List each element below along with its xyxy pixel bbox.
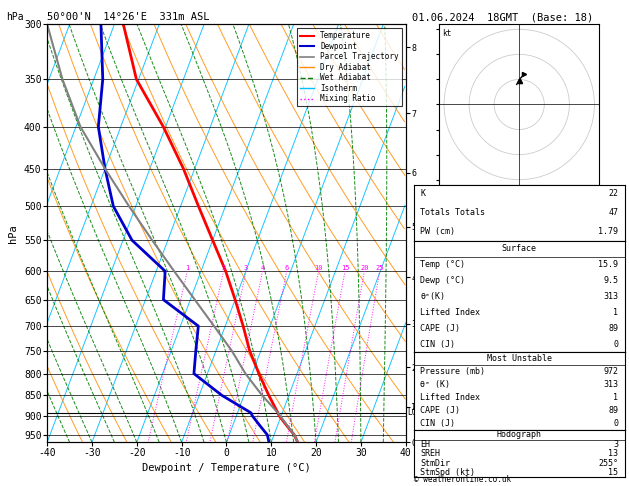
Text: 89: 89 bbox=[608, 324, 618, 333]
Text: 89: 89 bbox=[608, 406, 618, 415]
Text: 20: 20 bbox=[360, 265, 369, 271]
Text: θᵉ(K): θᵉ(K) bbox=[420, 292, 445, 301]
Text: 15: 15 bbox=[608, 468, 618, 477]
Text: kt: kt bbox=[442, 29, 452, 38]
Text: Pressure (mb): Pressure (mb) bbox=[420, 367, 485, 376]
Text: 50°00'N  14°26'E  331m ASL: 50°00'N 14°26'E 331m ASL bbox=[47, 12, 209, 22]
Text: 3: 3 bbox=[244, 265, 248, 271]
X-axis label: Dewpoint / Temperature (°C): Dewpoint / Temperature (°C) bbox=[142, 463, 311, 473]
Text: CIN (J): CIN (J) bbox=[420, 419, 455, 428]
Text: Dewp (°C): Dewp (°C) bbox=[420, 276, 465, 285]
Text: SREH: SREH bbox=[420, 449, 440, 458]
Legend: Temperature, Dewpoint, Parcel Trajectory, Dry Adiabat, Wet Adiabat, Isotherm, Mi: Temperature, Dewpoint, Parcel Trajectory… bbox=[298, 28, 402, 106]
Text: 1: 1 bbox=[613, 308, 618, 317]
Text: PW (cm): PW (cm) bbox=[420, 227, 455, 236]
Text: 2: 2 bbox=[221, 265, 226, 271]
Text: θᵉ (K): θᵉ (K) bbox=[420, 380, 450, 389]
Text: 4: 4 bbox=[260, 265, 265, 271]
Text: 255°: 255° bbox=[598, 459, 618, 468]
Text: Mixing Ratio (g/kg): Mixing Ratio (g/kg) bbox=[426, 210, 435, 298]
Text: 10: 10 bbox=[314, 265, 323, 271]
Text: 13: 13 bbox=[608, 449, 618, 458]
Text: Lifted Index: Lifted Index bbox=[420, 393, 480, 402]
Text: K: K bbox=[420, 190, 425, 198]
Text: 1: 1 bbox=[613, 393, 618, 402]
Text: 22: 22 bbox=[608, 190, 618, 198]
Text: 313: 313 bbox=[603, 380, 618, 389]
Text: LCL: LCL bbox=[407, 408, 421, 417]
Text: Temp (°C): Temp (°C) bbox=[420, 260, 465, 269]
Text: 25: 25 bbox=[376, 265, 384, 271]
Text: CAPE (J): CAPE (J) bbox=[420, 406, 460, 415]
Text: Surface: Surface bbox=[502, 244, 537, 253]
Text: 01.06.2024  18GMT  (Base: 18): 01.06.2024 18GMT (Base: 18) bbox=[412, 12, 593, 22]
Text: 6: 6 bbox=[284, 265, 289, 271]
Text: Totals Totals: Totals Totals bbox=[420, 208, 485, 217]
Text: 3: 3 bbox=[613, 440, 618, 449]
Text: CAPE (J): CAPE (J) bbox=[420, 324, 460, 333]
Text: hPa: hPa bbox=[6, 12, 24, 22]
Text: 1.79: 1.79 bbox=[598, 227, 618, 236]
Text: 15.9: 15.9 bbox=[598, 260, 618, 269]
Text: 972: 972 bbox=[603, 367, 618, 376]
Text: EH: EH bbox=[420, 440, 430, 449]
Y-axis label: km
ASL: km ASL bbox=[428, 214, 443, 233]
Text: Most Unstable: Most Unstable bbox=[487, 354, 552, 364]
Text: 47: 47 bbox=[608, 208, 618, 217]
Text: CIN (J): CIN (J) bbox=[420, 340, 455, 349]
Text: 0: 0 bbox=[613, 340, 618, 349]
Text: 9.5: 9.5 bbox=[603, 276, 618, 285]
Text: 0: 0 bbox=[613, 419, 618, 428]
Text: 15: 15 bbox=[341, 265, 349, 271]
Text: Lifted Index: Lifted Index bbox=[420, 308, 480, 317]
Text: StmDir: StmDir bbox=[420, 459, 450, 468]
Text: 313: 313 bbox=[603, 292, 618, 301]
Text: StmSpd (kt): StmSpd (kt) bbox=[420, 468, 475, 477]
Text: Hodograph: Hodograph bbox=[497, 430, 542, 439]
Y-axis label: hPa: hPa bbox=[8, 224, 18, 243]
Text: © weatheronline.co.uk: © weatheronline.co.uk bbox=[414, 474, 511, 484]
Text: 1: 1 bbox=[185, 265, 189, 271]
